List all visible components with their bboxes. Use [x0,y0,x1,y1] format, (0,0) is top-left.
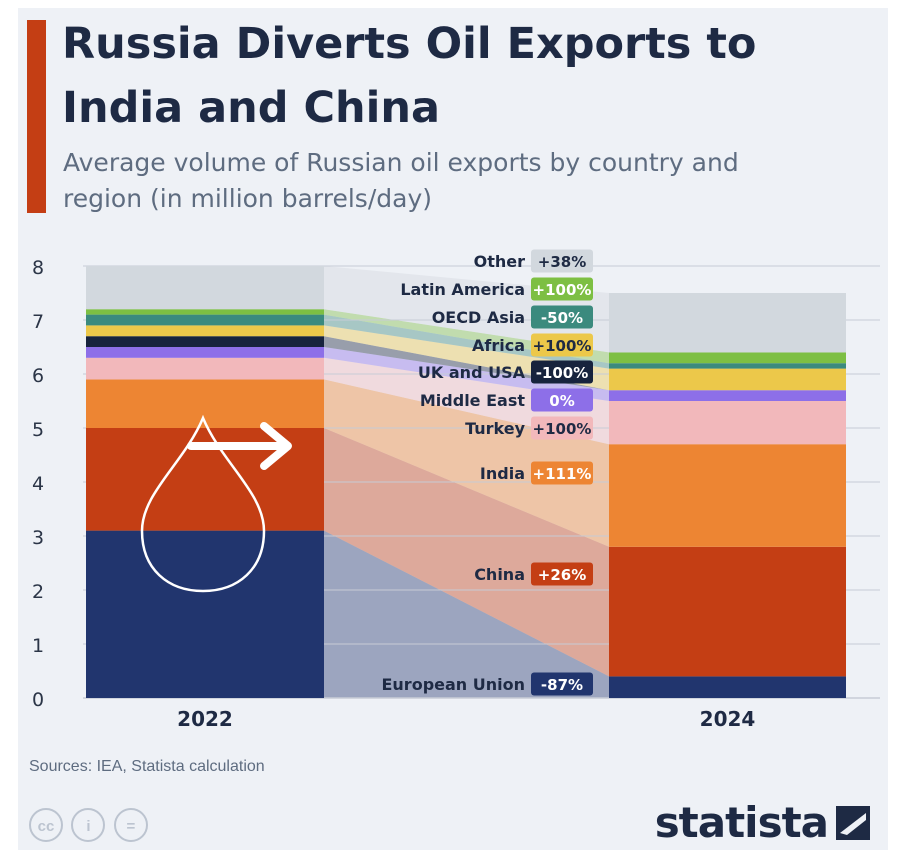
change-badge-india [531,461,593,485]
bar-segment-2022-turkey [86,357,324,380]
y-tick-label-2: 2 [32,581,44,603]
bar-segment-2024-china [609,546,846,677]
no-derivatives-icon: = [113,808,148,842]
y-tick-label-4: 4 [32,473,44,495]
bar-segment-2022-middle-east [86,347,324,358]
series-label-middle-east: Middle East [420,391,525,410]
x-tick-label-2024: 2024 [700,707,756,731]
change-badge-oecd-asia [531,305,593,329]
y-tick-label-0: 0 [32,689,44,711]
change-value-oecd-asia: -50% [541,309,583,327]
change-badge-other [531,249,593,273]
change-value-india: +111% [533,465,592,483]
change-badge-china [531,562,593,586]
change-value-uk-and-usa: -100% [536,364,589,382]
series-label-other: Other [474,252,525,271]
band-european-union [324,530,609,698]
source-note: Sources: IEA, Statista calculation [29,758,265,775]
brand-logo: statista [655,798,870,847]
license-icons: cc i = [29,808,152,842]
change-value-latin-america: +100% [533,281,592,299]
y-tick-label-5: 5 [32,419,44,441]
change-value-china: +26% [538,566,586,584]
series-label-latin-america: Latin America [400,280,525,299]
series-label-european-union: European Union [381,675,525,694]
statista-logo-icon [836,805,870,840]
bar-segment-2024-turkey [609,401,846,445]
change-badge-turkey [531,416,593,440]
bar-segment-2022-european-union [86,530,324,698]
series-label-india: India [480,464,525,483]
stacked-bar-chart: European Union -87% China +26% India +111% Tur… [32,249,880,731]
bar-segment-2022-africa [86,325,324,337]
infographic-card: Russia Diverts Oil Exports to India and … [18,8,888,850]
y-tick-label-8: 8 [32,257,44,279]
bar-segment-2022-oecd-asia [86,314,324,326]
band-china [324,428,609,677]
y-tick-label-3: 3 [32,527,44,549]
change-badge-middle-east [531,388,593,412]
change-value-european-union: -87% [541,676,583,694]
change-value-africa: +100% [533,337,592,355]
bar-segment-2024-india [609,444,846,547]
creative-commons-icon: cc [29,808,63,842]
change-badge-european-union [531,672,593,696]
bar-segment-2022-other [86,266,324,310]
x-tick-label-2022: 2022 [177,707,233,731]
bar-segment-2024-other [609,293,846,353]
change-badge-latin-america [531,277,593,301]
bar-segment-2024-africa [609,368,846,391]
series-label-africa: Africa [472,336,525,355]
title-accent-bar [27,20,46,213]
bar-segment-2024-middle-east [609,390,846,401]
y-tick-label-1: 1 [32,635,44,657]
oil-drop-icon [140,414,266,593]
series-labels: European Union -87% China +26% India +111% Tur… [381,249,593,696]
change-value-turkey: +100% [533,420,592,438]
bars [86,266,846,698]
series-label-uk-and-usa: UK and USA [418,363,526,382]
chart-subtitle: Average volume of Russian oil exports by… [63,148,739,213]
bar-segment-2022-uk-and-usa [86,336,324,347]
series-label-oecd-asia: OECD Asia [432,308,525,327]
y-tick-label-6: 6 [32,365,44,387]
change-value-middle-east: 0% [549,392,574,410]
change-badge-africa [531,333,593,357]
bar-segment-2024-latin-america [609,352,846,364]
change-value-other: +38% [538,253,586,271]
bar-segment-2022-latin-america [86,309,324,315]
band-india [324,379,609,547]
arrow-head-icon [260,422,292,470]
bar-segment-2024-oecd-asia [609,363,846,369]
bar-segment-2024-european-union [609,676,846,698]
axis-labels: 0 1 2 3 4 5 6 7 8 2022 2024 [32,257,755,731]
y-tick-label-7: 7 [32,311,44,333]
attribution-icon: i [71,808,106,842]
oil-drop-decoration [140,414,292,593]
brand-name: statista [654,798,829,847]
series-label-china: China [474,565,525,584]
change-badge-uk-and-usa [531,360,593,384]
chart-title: Russia Diverts Oil Exports to India and … [62,19,757,133]
series-label-turkey: Turkey [465,419,526,438]
